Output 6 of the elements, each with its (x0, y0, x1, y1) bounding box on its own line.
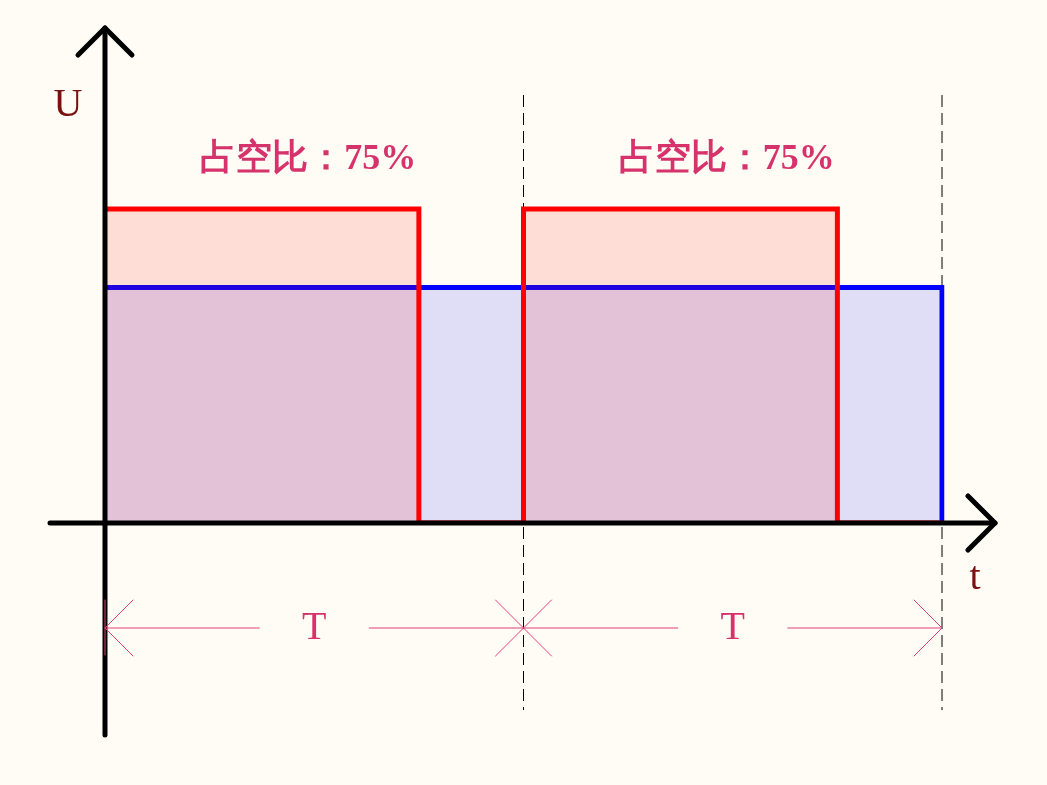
text: 占空比：75% (200, 137, 417, 178)
x-axis-title: t (969, 552, 981, 598)
text: 占空比：75% (618, 137, 835, 178)
text: T (720, 602, 745, 648)
text: T (302, 602, 327, 648)
y-axis-title: U (53, 79, 83, 125)
